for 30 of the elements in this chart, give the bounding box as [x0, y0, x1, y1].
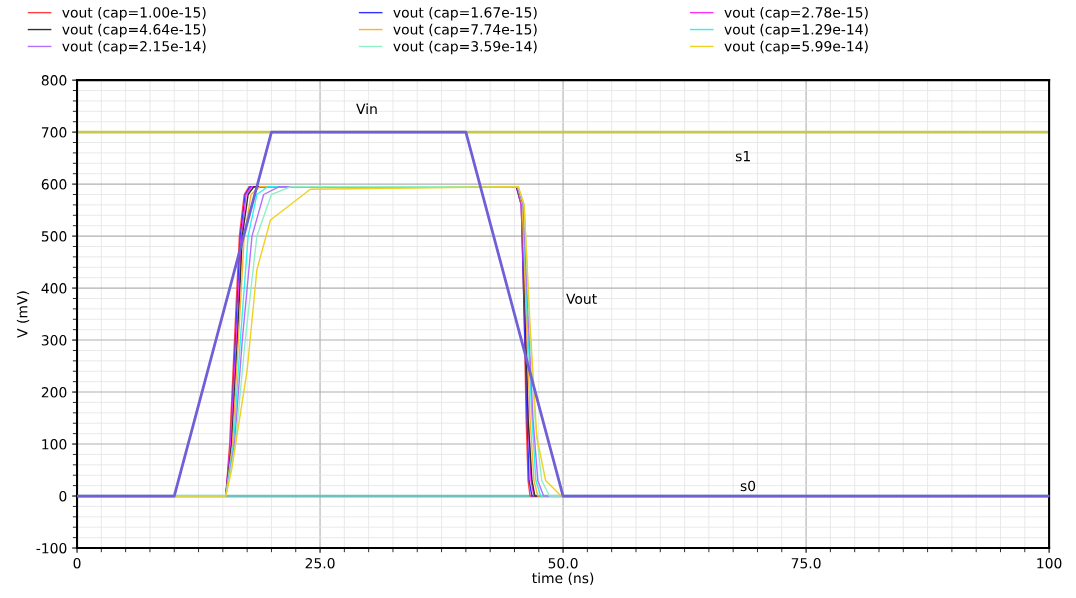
y-tick-label: 600 — [41, 179, 67, 190]
annotation: s1 — [735, 151, 750, 162]
x-axis-title: time (ns) — [532, 572, 594, 585]
y-tick-label: 200 — [41, 387, 67, 398]
y-tick-label: 100 — [42, 439, 67, 450]
y-tick-label: 0 — [59, 490, 67, 502]
legend-label: vout (cap=4.64e-15) — [62, 23, 206, 38]
x-tick-label: 100 — [1037, 557, 1062, 569]
annotation: Vout — [566, 293, 597, 305]
y-tick-label: -100 — [36, 542, 67, 554]
legend-label: vout (cap=2.15e-14) — [62, 40, 206, 55]
y-tick-label: 400 — [41, 283, 67, 294]
y-tick-label: 800 — [41, 75, 67, 86]
y-tick-label: 700 — [41, 127, 67, 138]
legend-label: vout (cap=2.78e-15) — [724, 6, 868, 21]
x-tick-label: 75.0 — [791, 557, 821, 569]
y-axis-title: V (mV) — [16, 291, 30, 338]
legend-label: vout (cap=5.99e-14) — [724, 40, 868, 55]
legend-label: vout (cap=1.67e-15) — [393, 6, 537, 21]
annotation: s0 — [740, 480, 756, 492]
legend-label: vout (cap=3.59e-14) — [393, 40, 537, 55]
x-tick-label: 50.0 — [548, 557, 578, 569]
legend-label: vout (cap=7.74e-15) — [393, 23, 537, 38]
x-tick-label: 0 — [73, 557, 81, 569]
legend-label: vout (cap=1.00e-15) — [62, 6, 206, 21]
annotation: Vin — [356, 103, 377, 114]
y-tick-label: 300 — [41, 335, 67, 346]
y-tick-label: 500 — [41, 231, 67, 242]
legend-label: vout (cap=1.29e-14) — [724, 23, 868, 38]
x-tick-label: 25.0 — [305, 557, 335, 569]
